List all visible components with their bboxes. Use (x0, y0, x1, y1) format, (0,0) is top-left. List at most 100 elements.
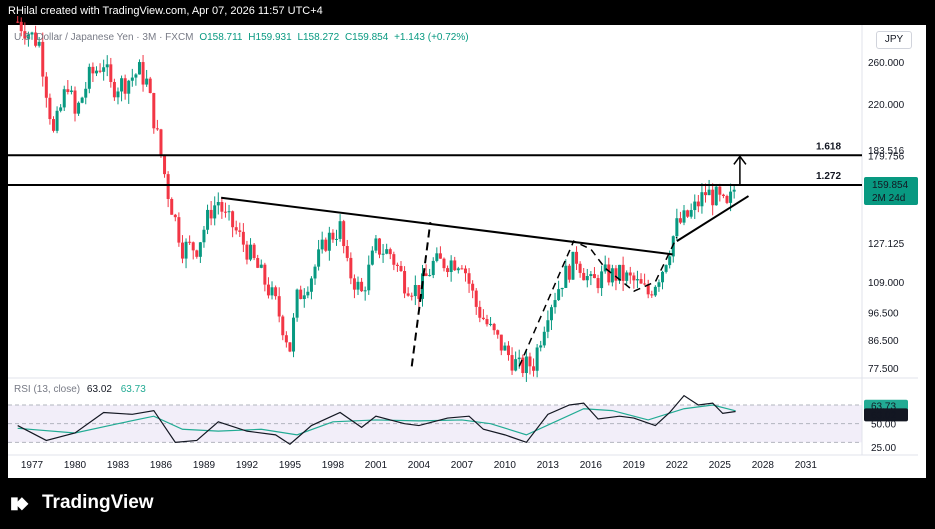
fib-label-1.618: 1.618 (816, 141, 841, 152)
candle-body (281, 316, 285, 336)
candle-body (51, 119, 55, 131)
candle-body (37, 41, 41, 46)
candle-body (367, 264, 371, 291)
candle-body (87, 66, 91, 89)
candle-body (657, 282, 661, 287)
candle-body (510, 355, 514, 371)
candle-body (80, 97, 84, 103)
candle-body (120, 78, 124, 92)
candle-body (492, 323, 496, 331)
candle-body (438, 253, 442, 259)
candle-body (159, 129, 163, 156)
candle-body (195, 250, 199, 257)
candle-body (345, 246, 349, 258)
candle-body (428, 275, 432, 277)
candle-body (335, 238, 339, 240)
time-tick-label: 1998 (322, 460, 345, 471)
candle-body (632, 275, 636, 281)
candle-body (274, 287, 278, 297)
candle-body (635, 279, 639, 281)
candle-body (442, 258, 446, 269)
candle-body (639, 279, 643, 284)
candle-body (41, 41, 45, 77)
rsi-badge (864, 408, 908, 422)
time-tick-label: 1989 (193, 460, 216, 471)
price-tick-label: 260.000 (868, 58, 905, 69)
candle-body (535, 347, 539, 371)
symbol-legend[interactable]: U.S. Dollar / Japanese Yen · 3M · FXCM O… (14, 32, 472, 43)
candle-body (607, 264, 611, 283)
candle-body (173, 214, 177, 218)
candle-body (661, 271, 665, 283)
candle-body (614, 268, 618, 281)
candle-body (349, 257, 353, 279)
rsi-value: 63.02 (86, 384, 112, 395)
price-tick-label: 86.500 (868, 336, 899, 347)
candle-body (123, 78, 127, 94)
candle-body (395, 264, 399, 266)
candle-body (69, 90, 73, 92)
time-tick-label: 2010 (494, 460, 517, 471)
candle-body (621, 264, 625, 281)
candle-body (392, 254, 396, 265)
candle-body (191, 242, 195, 251)
candle-body (338, 221, 342, 239)
candle-body (116, 91, 120, 98)
candle-body (453, 260, 457, 271)
candle-body (266, 284, 270, 296)
time-tick-label: 1992 (236, 460, 259, 471)
candle-body (399, 265, 403, 272)
candle-body (664, 265, 668, 272)
candle-body (84, 88, 88, 98)
candle-body (546, 320, 550, 332)
time-tick-label: 1986 (150, 460, 173, 471)
candle-body (16, 21, 20, 23)
rsi-tick-label: 25.00 (871, 443, 896, 454)
candle-body (567, 265, 571, 280)
candle-body (456, 268, 460, 271)
time-tick-label: 2007 (451, 460, 474, 471)
candle-body (582, 272, 586, 281)
rising-wedge-support (676, 195, 750, 242)
rsi-tick-label: 50.00 (871, 420, 896, 431)
price-tick-label: 127.125 (868, 239, 905, 250)
candle-body (234, 227, 238, 231)
candle-body (628, 272, 632, 276)
rsi-legend[interactable]: RSI (13, close) 63.02 63.73 (14, 384, 146, 395)
candle-body (227, 211, 231, 213)
candle-body (105, 64, 109, 68)
tv-logo-icon: ▮◆ (10, 495, 28, 512)
candle-body (295, 289, 299, 318)
time-tick-label: 2004 (408, 460, 431, 471)
candle-body (134, 74, 138, 78)
rsi-ma-line (17, 404, 736, 436)
tradingview-logo: ▮◆ TradingView (10, 492, 154, 514)
candle-body (729, 191, 733, 203)
candle-body (209, 209, 213, 219)
candle-body (374, 238, 378, 251)
candle-body (499, 334, 503, 351)
candle-body (413, 285, 417, 297)
time-tick-label: 1980 (64, 460, 87, 471)
candle-body (403, 271, 407, 294)
candle-body (521, 357, 525, 374)
brand-text: TradingView (42, 492, 154, 513)
price-tick-label: 183.516 (868, 146, 905, 157)
chart-panel[interactable] (8, 25, 926, 478)
candle-body (30, 32, 34, 35)
candle-body (596, 278, 600, 289)
rsi-label: RSI (13, close) (14, 384, 81, 395)
candle-body (331, 232, 335, 240)
candle-body (155, 128, 159, 130)
candle-body (306, 291, 310, 296)
candle-body (381, 253, 385, 255)
candle-body (352, 278, 356, 290)
candle-body (650, 294, 654, 296)
candle-body (732, 189, 736, 192)
currency-button[interactable]: JPY (876, 31, 912, 49)
candle-body (532, 366, 536, 371)
candle-body (26, 34, 30, 39)
candle-body (668, 256, 672, 266)
candle-body (503, 345, 507, 351)
candle-body (714, 186, 718, 206)
